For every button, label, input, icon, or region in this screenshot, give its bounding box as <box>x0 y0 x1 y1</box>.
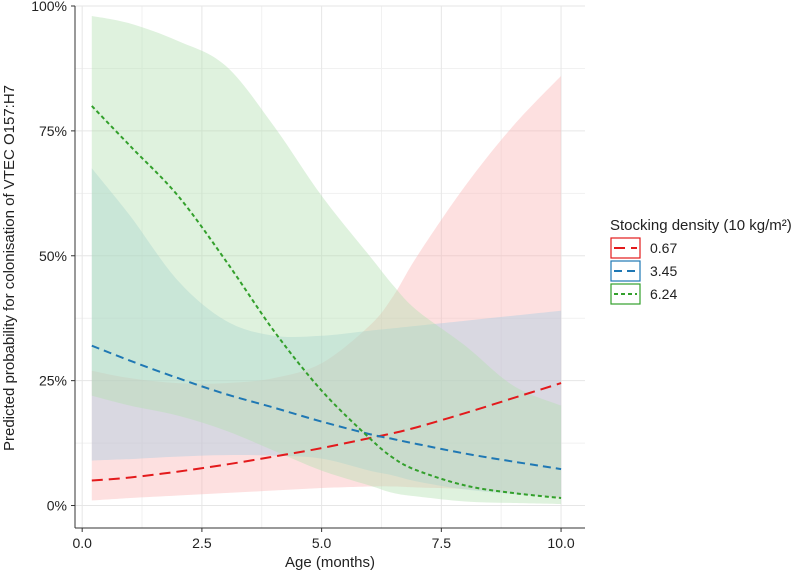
confidence-band-3.45 <box>91 168 562 498</box>
confidence-band-0.67 <box>91 75 562 501</box>
x-tick-label: 7.5 <box>432 535 452 551</box>
y-tick-label: 0% <box>47 498 67 514</box>
confidence-band-6.24 <box>91 16 562 504</box>
x-tick-label: 2.5 <box>192 535 212 551</box>
y-tick-label: 75% <box>39 123 67 139</box>
x-tick-label: 0.0 <box>72 535 92 551</box>
legend-label-6.24: 6.24 <box>650 286 677 302</box>
legend-label-0.67: 0.67 <box>650 240 677 256</box>
grid <box>75 5 585 528</box>
y-tick-label: 50% <box>39 248 67 264</box>
series-line-0.67 <box>91 382 562 482</box>
y-tick-label: 25% <box>39 373 67 389</box>
legend-key-0.67 <box>610 237 641 259</box>
legend: Stocking density (10 kg/m²) 0.67 3.45 6.24 <box>610 217 792 305</box>
legend-key-3.45 <box>610 260 641 282</box>
series-line-6.24 <box>91 105 562 499</box>
legend-key-6.24 <box>610 283 641 305</box>
series-line-3.45 <box>91 344 562 471</box>
x-tick-label: 10.0 <box>547 535 574 551</box>
x-axis-title: Age (months) <box>285 554 375 571</box>
legend-label-3.45: 3.45 <box>650 263 677 279</box>
y-tick-label: 100% <box>31 0 67 14</box>
legend-item-3.45: 3.45 <box>610 260 677 282</box>
legend-item-6.24: 6.24 <box>610 283 677 305</box>
series-lines <box>91 105 562 499</box>
x-tick-label: 5.0 <box>312 535 332 551</box>
legend-item-0.67: 0.67 <box>610 237 677 259</box>
tick-labels: 0.0 2.5 5.0 7.5 10.0 0% 25% 50% 75% 100% <box>31 0 575 551</box>
confidence-bands <box>91 16 562 504</box>
axes <box>74 6 585 529</box>
legend-title: Stocking density (10 kg/m²) <box>610 217 792 234</box>
y-axis-title: Predicted probability for colonisation o… <box>1 85 18 451</box>
